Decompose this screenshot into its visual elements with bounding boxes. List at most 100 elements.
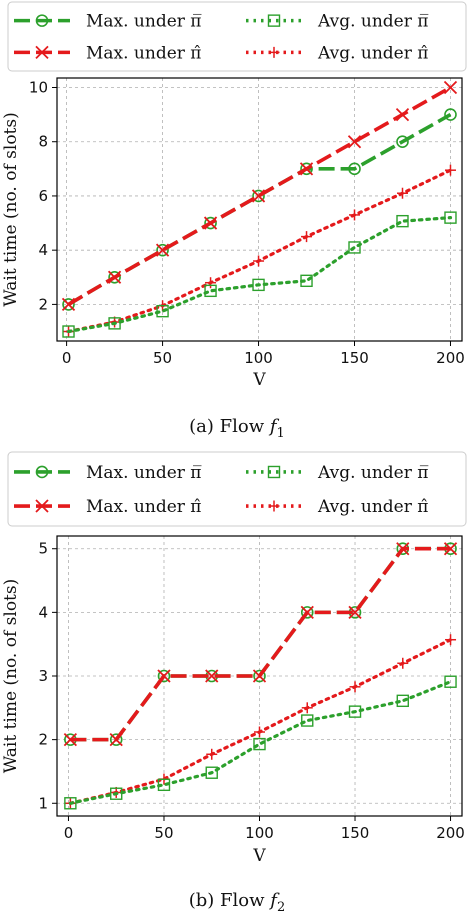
figure-caption: (b) Flow f2 — [189, 890, 285, 915]
data-point — [395, 107, 410, 122]
x-tick-label: 50 — [153, 349, 172, 367]
data-point-stroke — [203, 216, 218, 230]
data-point — [348, 705, 362, 718]
data-point — [347, 135, 362, 149]
data-point-stroke — [107, 270, 122, 284]
data-point-stroke — [443, 80, 458, 95]
data-point — [62, 298, 75, 311]
y-tick-label: 2 — [38, 295, 48, 313]
data-point — [301, 231, 313, 243]
ticks: 0 50 100 150 200 1 2 3 4 5 — [38, 540, 464, 842]
data-point — [254, 726, 265, 738]
legend-label: Max. under π̅ — [86, 463, 201, 483]
x-tick-label: 100 — [245, 824, 274, 842]
y-tick-label: 10 — [29, 78, 48, 96]
data-point — [444, 164, 456, 176]
x-tick-label: 0 — [64, 824, 74, 842]
data-point — [397, 657, 409, 669]
data-point-stroke — [252, 669, 267, 683]
data-point — [253, 737, 266, 751]
legend-label: Max. under π̂ — [86, 43, 201, 63]
data-point-stroke — [300, 605, 314, 620]
data-point — [301, 702, 313, 714]
data-point — [253, 255, 265, 267]
legend-item: Avg. under π̂ — [246, 43, 428, 63]
data-point — [396, 135, 409, 149]
legend-marker-stroke — [35, 45, 49, 60]
legend-label: Avg. under π̅ — [317, 12, 428, 32]
x-tick-label: 150 — [340, 349, 369, 367]
data-point — [205, 277, 217, 289]
series-line — [70, 546, 451, 742]
data-point — [205, 669, 219, 683]
data-point — [300, 606, 314, 619]
legend-marker — [268, 500, 280, 512]
data-point — [300, 274, 313, 288]
data-point — [444, 675, 457, 688]
data-point — [444, 108, 457, 121]
legend-item: Avg. under π̅ — [246, 12, 428, 32]
y-tick-label: 4 — [38, 241, 48, 259]
data-point-stroke — [155, 243, 170, 257]
data-point — [300, 605, 314, 620]
legend-marker — [35, 499, 49, 513]
y-tick-label: 2 — [38, 731, 48, 749]
data-point — [108, 317, 121, 330]
data-point — [444, 211, 457, 224]
data-point-stroke — [205, 669, 219, 683]
legend-item: Max. under π̂ — [14, 43, 201, 63]
x-tick-label: 0 — [62, 349, 72, 367]
data-point — [300, 162, 313, 176]
y-tick-label: 4 — [38, 603, 48, 621]
series-2 — [62, 211, 457, 338]
data-point — [110, 787, 123, 800]
legend-item: Max. under π̂ — [14, 497, 201, 517]
chart-panel-2: Max. under π̅ Max. under π̂ Avg. under π̅ A… — [1, 451, 467, 915]
data-point — [62, 325, 75, 338]
legend-label: Avg. under π̅ — [317, 463, 428, 483]
legend-marker — [268, 46, 280, 58]
data-point — [301, 714, 314, 727]
grid — [57, 78, 462, 341]
legend-marker — [267, 14, 281, 27]
series-3 — [64, 634, 457, 809]
legend-item: Max. under π̅ — [14, 463, 201, 483]
series-0 — [64, 542, 457, 746]
legend-label: Max. under π̂ — [86, 497, 201, 517]
data-point — [252, 278, 265, 292]
data-point-stroke — [299, 162, 314, 176]
data-point — [252, 189, 265, 203]
legend-frame — [7, 451, 467, 527]
data-point-stroke — [348, 605, 362, 620]
data-point — [156, 243, 169, 257]
data-point — [396, 694, 409, 708]
data-point — [157, 669, 171, 683]
legend-label: Avg. under π̂ — [317, 497, 428, 517]
data-point — [252, 669, 267, 683]
series-1 — [61, 80, 458, 312]
data-point-stroke — [63, 732, 78, 747]
data-point — [349, 681, 361, 693]
data-point — [107, 270, 122, 284]
data-point — [157, 669, 171, 683]
data-point — [443, 80, 458, 95]
data-point — [206, 748, 218, 760]
data-point — [396, 187, 408, 199]
plot-frame — [56, 77, 463, 342]
data-point — [108, 270, 121, 284]
y-tick-label: 1 — [38, 794, 48, 812]
x-tick-label: 100 — [244, 349, 273, 367]
figure-caption: (a) Flow f1 — [189, 416, 285, 441]
series-line — [67, 85, 452, 306]
legend-label: Avg. under π̂ — [317, 43, 428, 63]
data-point — [253, 669, 266, 683]
series-line — [68, 680, 453, 805]
legend-label: Max. under π̅ — [86, 12, 201, 32]
data-point — [157, 778, 171, 792]
legend-marker-stroke — [35, 499, 49, 513]
data-point-stroke — [61, 297, 76, 312]
x-axis-label: V — [252, 370, 266, 390]
data-point-stroke — [157, 669, 171, 683]
data-point — [251, 189, 266, 203]
